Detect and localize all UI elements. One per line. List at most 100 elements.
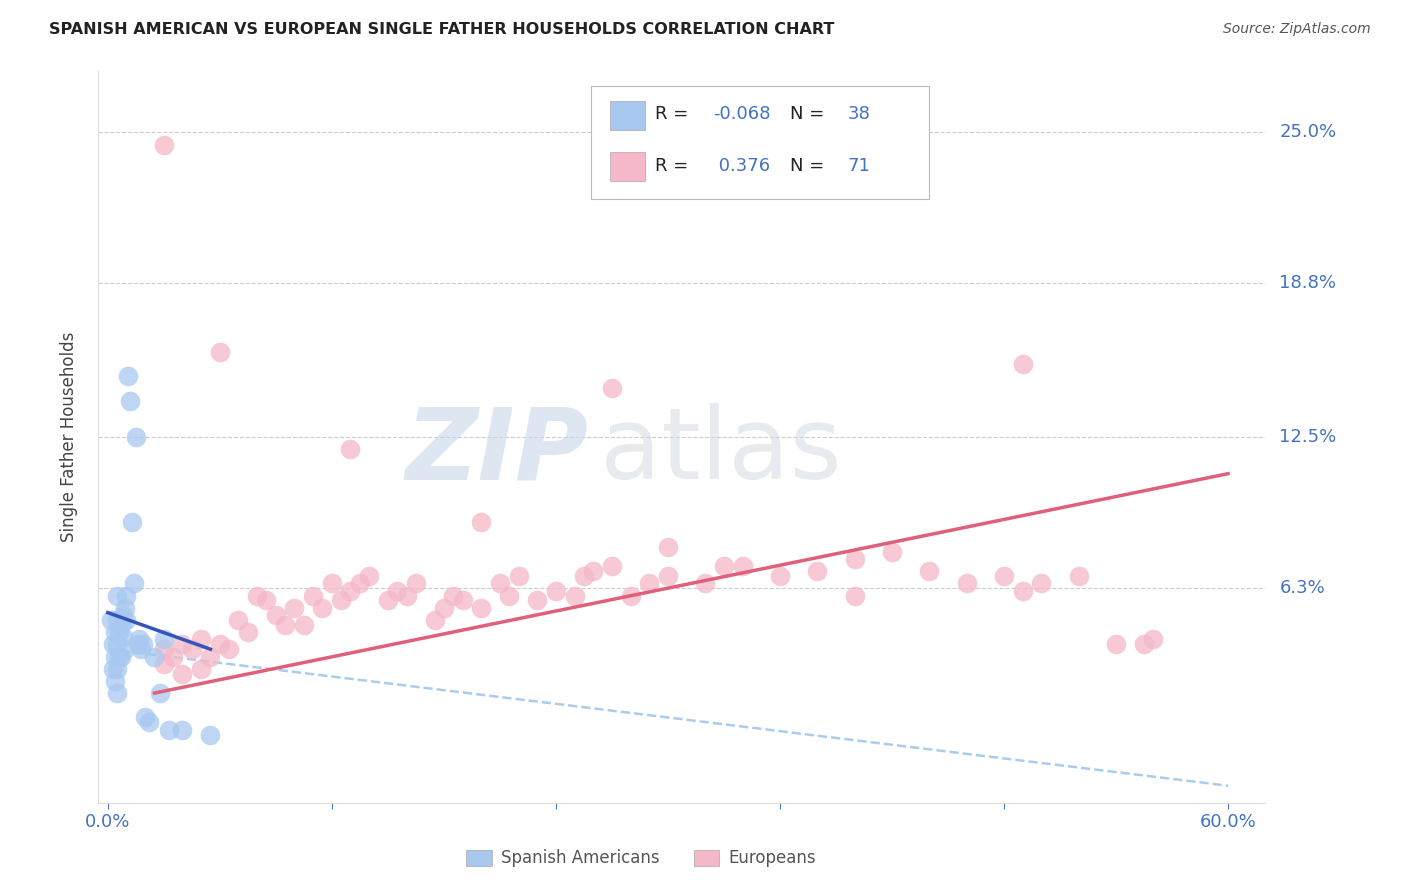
FancyBboxPatch shape xyxy=(610,101,644,130)
Point xyxy=(600,381,623,395)
Point xyxy=(1133,637,1156,651)
Point xyxy=(105,637,128,651)
Point xyxy=(111,630,134,644)
Point xyxy=(246,589,269,603)
Point xyxy=(600,559,623,574)
Point xyxy=(108,625,131,640)
Point xyxy=(117,369,139,384)
Point xyxy=(114,600,136,615)
Point xyxy=(103,662,125,676)
Text: Spanish Americans: Spanish Americans xyxy=(501,848,659,867)
Point xyxy=(157,723,180,737)
Point xyxy=(120,393,142,408)
FancyBboxPatch shape xyxy=(591,86,929,200)
Point xyxy=(451,593,474,607)
Point xyxy=(619,589,641,603)
Text: Source: ZipAtlas.com: Source: ZipAtlas.com xyxy=(1223,22,1371,37)
Point xyxy=(110,617,132,632)
Point xyxy=(125,430,148,444)
Point xyxy=(638,576,661,591)
Point xyxy=(138,715,160,730)
Point xyxy=(433,600,456,615)
Text: R =: R = xyxy=(655,158,695,176)
Point xyxy=(844,589,866,603)
Point xyxy=(152,642,174,657)
Point xyxy=(405,576,427,591)
Point xyxy=(108,649,131,664)
Text: 6.3%: 6.3% xyxy=(1279,579,1324,598)
Point xyxy=(544,583,567,598)
Point xyxy=(208,344,231,359)
Point xyxy=(104,649,127,664)
Point xyxy=(657,569,679,583)
Point xyxy=(115,589,138,603)
Point xyxy=(115,613,138,627)
Text: N =: N = xyxy=(790,104,831,123)
Point xyxy=(1011,583,1033,598)
Text: 25.0%: 25.0% xyxy=(1279,123,1337,141)
Text: SPANISH AMERICAN VS EUROPEAN SINGLE FATHER HOUSEHOLDS CORRELATION CHART: SPANISH AMERICAN VS EUROPEAN SINGLE FATH… xyxy=(49,22,835,37)
Point xyxy=(100,613,122,627)
Point xyxy=(149,686,172,700)
Point xyxy=(172,723,194,737)
Point xyxy=(152,657,174,671)
Point xyxy=(526,593,548,607)
Point xyxy=(105,589,128,603)
Point xyxy=(162,649,184,664)
Point xyxy=(103,637,125,651)
Point xyxy=(128,632,150,647)
Point xyxy=(695,576,717,591)
Point xyxy=(918,564,941,578)
Point xyxy=(114,642,136,657)
Point xyxy=(200,649,222,664)
Point xyxy=(395,589,418,603)
Point xyxy=(111,608,134,623)
Point xyxy=(143,649,166,664)
Point xyxy=(152,632,174,647)
Point xyxy=(339,442,361,457)
Point xyxy=(190,662,212,676)
Point xyxy=(385,583,408,598)
Point xyxy=(489,576,512,591)
Text: 0.376: 0.376 xyxy=(713,158,770,176)
Point xyxy=(131,642,153,657)
Point xyxy=(152,137,174,152)
FancyBboxPatch shape xyxy=(465,850,492,866)
Point xyxy=(993,569,1015,583)
Point xyxy=(349,576,371,591)
Point xyxy=(236,625,259,640)
Point xyxy=(190,632,212,647)
Text: N =: N = xyxy=(790,158,831,176)
Point xyxy=(302,589,325,603)
Point xyxy=(470,600,492,615)
Point xyxy=(1031,576,1053,591)
Point xyxy=(769,569,792,583)
Point xyxy=(264,608,287,623)
Point xyxy=(498,589,520,603)
Point xyxy=(127,637,149,651)
Point xyxy=(806,564,828,578)
Point xyxy=(200,727,222,741)
Point xyxy=(208,637,231,651)
Point xyxy=(274,617,297,632)
Point xyxy=(105,613,128,627)
Point xyxy=(339,583,361,598)
Point xyxy=(105,662,128,676)
Point xyxy=(956,576,979,591)
FancyBboxPatch shape xyxy=(610,152,644,181)
Point xyxy=(713,559,735,574)
Point xyxy=(582,564,605,578)
Point xyxy=(110,649,132,664)
Point xyxy=(844,552,866,566)
Text: -0.068: -0.068 xyxy=(713,104,770,123)
Point xyxy=(1011,357,1033,371)
Point xyxy=(122,576,145,591)
Point xyxy=(508,569,530,583)
Point xyxy=(104,673,127,688)
FancyBboxPatch shape xyxy=(693,850,720,866)
Point xyxy=(283,600,305,615)
Point xyxy=(172,637,194,651)
Point xyxy=(470,516,492,530)
Point xyxy=(105,686,128,700)
Point xyxy=(1067,569,1090,583)
